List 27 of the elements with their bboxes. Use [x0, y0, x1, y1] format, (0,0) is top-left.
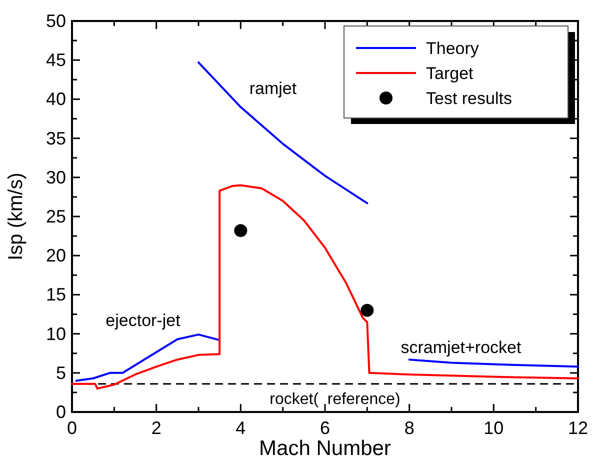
y-tick-label: 45 [46, 50, 66, 70]
y-tick-label: 15 [46, 284, 66, 305]
annotation: ejector-jet [106, 311, 181, 330]
y-tick-label: 40 [46, 89, 66, 110]
x-tick-label: 6 [320, 418, 330, 438]
y-tick-label: 50 [46, 11, 66, 31]
x-tick-label: 10 [484, 418, 504, 438]
y-tick-label: 0 [56, 402, 66, 422]
annotation: ramjet [249, 79, 297, 98]
y-tick-label: 30 [46, 167, 66, 188]
line-series [71, 184, 579, 390]
y-tick-label: 5 [56, 362, 66, 383]
legend-label: Test results [426, 89, 512, 108]
x-axis-title: Mach Number [259, 437, 391, 459]
x-tick-label: 2 [151, 418, 162, 438]
y-tick-label: 25 [46, 206, 66, 226]
ref-line-label: rocket( reference) [270, 390, 400, 408]
y-axis-title: Isp (km/s) [5, 172, 27, 260]
legend-label: Target [426, 64, 474, 83]
legend-label: Theory [426, 39, 480, 58]
y-tick-label: 35 [46, 128, 66, 148]
y-tick-label: 20 [46, 246, 66, 266]
annotation: scramjet+rocket [400, 338, 522, 357]
y-tick-label: 10 [46, 324, 66, 344]
x-tick-label: 8 [404, 418, 414, 438]
x-tick-label: 12 [568, 418, 588, 438]
x-tick-label: 4 [236, 418, 246, 438]
